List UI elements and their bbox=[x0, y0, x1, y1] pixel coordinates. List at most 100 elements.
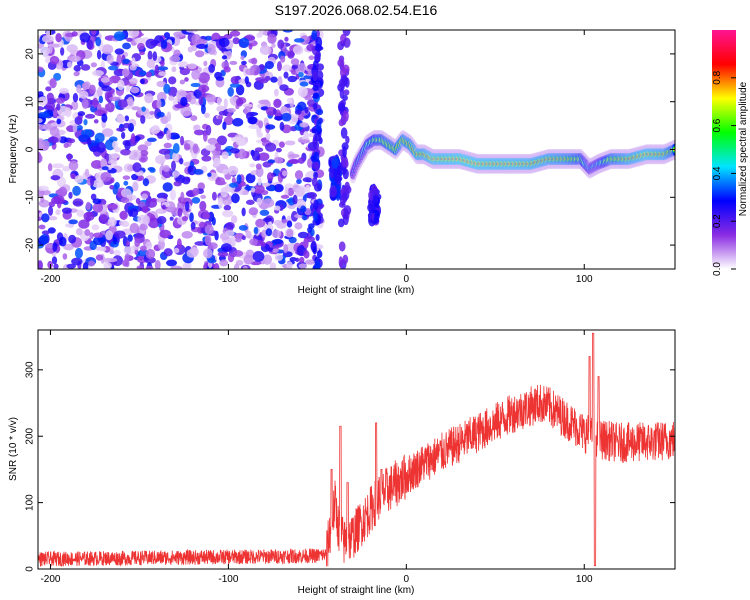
spectrogram-noise-blob bbox=[223, 204, 232, 211]
spectrogram-streak-blob bbox=[372, 194, 378, 203]
spectrogram-noise-blob bbox=[179, 79, 186, 85]
spectrogram-noise-blob bbox=[85, 201, 91, 211]
spectrogram-noise-blob bbox=[255, 163, 262, 170]
spectrogram-noise-blob bbox=[273, 219, 283, 226]
spectrogram-y-tick-label: 10 bbox=[25, 96, 36, 108]
spectrogram-noise-blob bbox=[259, 45, 272, 56]
spectrogram-noise-blob bbox=[100, 171, 112, 182]
spectrogram-noise-blob bbox=[38, 260, 43, 269]
spectrogram-noise-blob bbox=[142, 215, 151, 225]
spectrogram-noise-blob bbox=[106, 54, 114, 64]
spectrogram-noise-blob bbox=[190, 82, 201, 88]
spectrogram-noise-blob bbox=[207, 137, 218, 145]
spectrogram-noise-blob bbox=[245, 230, 252, 239]
spectrogram-noise-blob bbox=[63, 142, 69, 149]
spectrogram-noise-blob bbox=[287, 159, 300, 164]
spectrogram-y-label: Frequency (Hz) bbox=[8, 115, 19, 184]
spectrogram-noise-blob bbox=[297, 231, 309, 239]
spectrogram-streak-blob bbox=[314, 134, 322, 142]
spectrogram-noise-blob bbox=[242, 265, 248, 269]
spectrogram-noise-blob bbox=[158, 71, 167, 77]
spectrogram-noise-blob bbox=[250, 261, 262, 266]
spectrogram-noise-blob bbox=[215, 180, 227, 186]
spectrogram-noise-blob bbox=[284, 140, 296, 146]
spectrogram-noise-blob bbox=[49, 126, 60, 137]
spectrogram-noise-blob bbox=[241, 207, 246, 217]
spectrogram-noise-blob bbox=[265, 124, 276, 130]
spectrogram-noise-blob bbox=[125, 84, 131, 92]
spectrogram-noise-blob bbox=[279, 84, 289, 92]
spectrogram-noise-blob bbox=[183, 111, 193, 116]
spectrogram-noise-blob bbox=[198, 95, 204, 106]
spectrogram-noise-blob bbox=[251, 187, 256, 193]
snr-y-tick-label: 0 bbox=[25, 566, 36, 572]
spectrogram-noise-blob bbox=[227, 112, 232, 119]
spectrogram-noise-blob bbox=[101, 166, 109, 171]
spectrogram-noise-blob bbox=[80, 64, 91, 71]
spectrogram-streak-blob bbox=[314, 43, 323, 52]
spectrogram-noise-blob bbox=[292, 45, 304, 55]
spectrogram-noise-blob bbox=[299, 139, 311, 144]
spectrogram-noise-blob bbox=[259, 209, 270, 216]
spectrogram-noise-blob bbox=[156, 111, 165, 118]
spectrogram-noise-blob bbox=[130, 86, 140, 94]
spectrogram-noise-blob bbox=[47, 215, 58, 221]
spectrogram-noise-blob bbox=[48, 201, 56, 208]
spectrogram-noise-blob bbox=[298, 71, 304, 78]
spectrogram-noise-blob bbox=[287, 50, 295, 59]
spectrogram-noise-blob bbox=[38, 106, 45, 111]
spectrogram-noise-blob bbox=[298, 62, 306, 73]
spectrogram-noise-blob bbox=[56, 118, 62, 125]
spectrogram-noise-blob bbox=[284, 36, 289, 42]
colorbar: 0.0 0.2 0.4 0.6 0.8 Normalized spectral ampl… bbox=[712, 30, 749, 276]
spectrogram-noise-blob bbox=[90, 159, 103, 169]
spectrogram-noise-blob bbox=[193, 129, 205, 136]
spectrogram-noise-blob bbox=[71, 257, 83, 266]
spectrogram-noise-blob bbox=[110, 241, 119, 248]
spectrogram-streak-blob bbox=[316, 250, 323, 258]
spectrogram-streak-blob bbox=[337, 58, 345, 67]
spectrogram-noise-blob bbox=[122, 58, 130, 65]
spectrogram-noise-blob bbox=[156, 131, 164, 139]
colorbar-ticks: 0.0 0.2 0.4 0.6 0.8 bbox=[712, 70, 736, 276]
spectrogram-noise-blob bbox=[173, 247, 180, 254]
spectrogram-noise-blob bbox=[203, 248, 213, 259]
spectrogram-noise-blob bbox=[139, 70, 147, 77]
spectrogram-noise-blob bbox=[223, 116, 234, 126]
spectrogram-noise-blob bbox=[107, 217, 117, 227]
spectrogram-noise-blob bbox=[129, 222, 140, 234]
spectrogram-noise-blob bbox=[52, 109, 58, 117]
spectrogram-noise-blob bbox=[164, 153, 171, 160]
spectrogram-noise-blob bbox=[117, 99, 129, 108]
spectrogram-noise-blob bbox=[100, 246, 107, 252]
spectrogram-noise-blob bbox=[161, 204, 166, 210]
spectrogram-noise-blob bbox=[92, 202, 104, 213]
spectrogram-noise-blob bbox=[55, 33, 62, 43]
snr-y-ticks: 0 100 200 300 bbox=[25, 361, 675, 572]
spectrogram-noise-blob bbox=[199, 200, 207, 212]
spectrogram-noise-blob bbox=[195, 43, 208, 49]
spectrogram-streak-blob bbox=[314, 52, 321, 62]
spectrogram-noise-blob bbox=[180, 135, 185, 146]
spectrogram-noise-blob bbox=[129, 77, 138, 85]
spectrogram-noise-blob bbox=[123, 180, 129, 186]
spectrogram-noise-blob bbox=[144, 93, 154, 104]
spectrogram-streak-blob bbox=[343, 89, 350, 96]
colorbar-tick-label: 0.0 bbox=[712, 262, 723, 276]
spectrogram-noise-blob bbox=[201, 155, 212, 162]
spectrogram-noise-blob bbox=[257, 177, 262, 186]
spectrogram-noise-blob bbox=[190, 221, 196, 230]
spectrogram-streak-blob bbox=[338, 118, 345, 127]
spectrogram-noise-blob bbox=[291, 64, 299, 70]
spectrogram-noise-blob bbox=[120, 148, 132, 156]
spectrogram-noise-blob bbox=[243, 254, 254, 265]
spectrogram-noise-blob bbox=[279, 121, 285, 131]
spectrogram-noise-blob bbox=[76, 84, 82, 94]
spectrogram-noise-blob bbox=[132, 181, 139, 192]
spectrogram-noise-blob bbox=[126, 37, 133, 42]
spectrogram-noise-blob bbox=[146, 137, 157, 143]
spectrogram-noise-blob bbox=[192, 187, 200, 196]
spectrogram-noise-blob bbox=[144, 113, 155, 120]
spectrogram-noise-blob bbox=[267, 220, 273, 231]
spectrogram-noise-blob bbox=[223, 66, 231, 73]
